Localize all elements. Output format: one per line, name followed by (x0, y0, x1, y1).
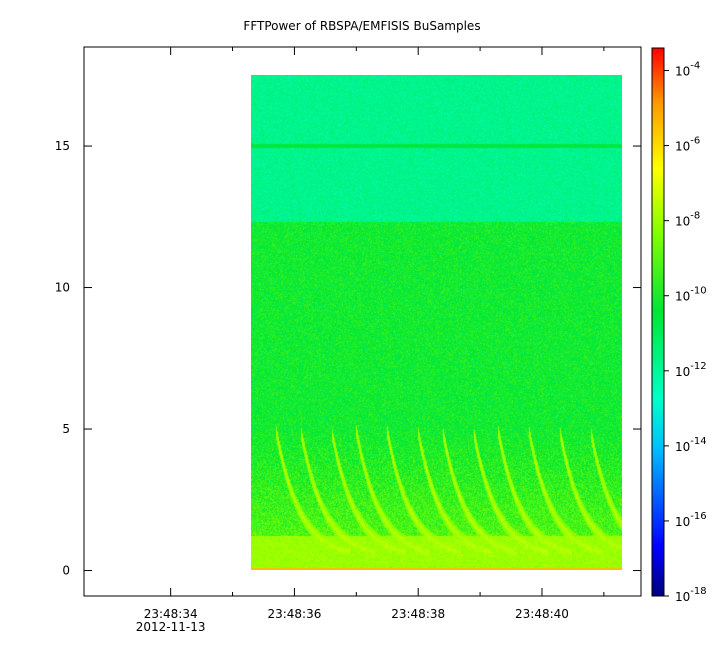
colorbar-tick-label: 10-12 (675, 361, 707, 379)
y-tick-label: 15 (55, 139, 70, 153)
spectrogram-image (251, 75, 623, 571)
x-tick-date-label: 2012-11-13 (136, 620, 206, 634)
colorbar-tick-label: 10-6 (675, 136, 700, 154)
colorbar-tick-label: 10-14 (675, 436, 707, 454)
colorbar-tick-label: 10-8 (675, 211, 700, 229)
y-tick-label: 5 (62, 422, 70, 436)
x-tick-label: 23:48:38 (391, 607, 445, 621)
colorbar-axis: 10-4 10-6 10-8 10-10 10-12 10-14 10-16 10-18 (664, 61, 707, 604)
colorbar (651, 47, 665, 597)
colorbar-tick-label: 10-10 (675, 286, 707, 304)
colorbar-tick-label: 10-16 (675, 511, 707, 529)
y-tick-label: 0 (62, 564, 70, 578)
y-tick-label: 10 (55, 281, 70, 295)
x-tick-label: 23:48:34 (144, 607, 198, 621)
x-tick-label: 23:48:40 (515, 607, 569, 621)
colorbar-tick-label: 10-18 (675, 586, 707, 604)
x-tick-label: 23:48:36 (267, 607, 321, 621)
colorbar-tick-label: 10-4 (675, 61, 700, 79)
y-axis: 0 5 10 15 (55, 139, 641, 578)
spectrogram-area (251, 75, 623, 571)
chart-title: FFTPower of RBSPA/EMFISIS BuSamples (243, 19, 480, 33)
